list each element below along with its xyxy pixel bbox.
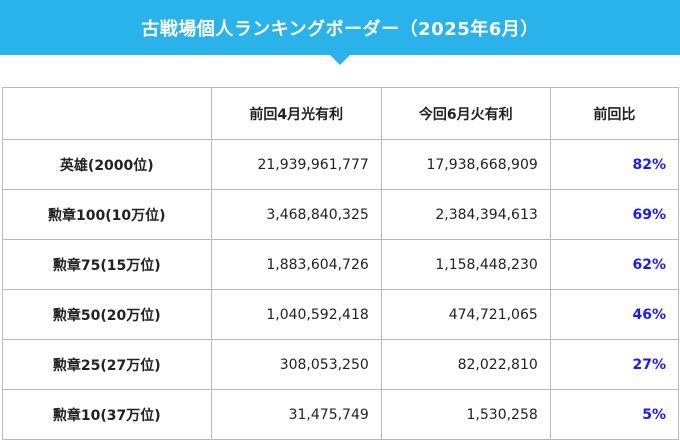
- table-row: 勲章10(37万位) 31,475,749 1,530,258 5%: [2, 389, 680, 440]
- row-label: 英雄(2000位): [2, 139, 212, 190]
- ratio-value: 69%: [549, 189, 680, 240]
- previous-value: 31,475,749: [210, 389, 382, 440]
- table-row: 勲章75(15万位) 1,883,604,726 1,158,448,230 6…: [2, 239, 680, 290]
- table-row: 英雄(2000位) 21,939,961,777 17,938,668,909 …: [2, 139, 680, 190]
- row-label: 勲章10(37万位): [2, 389, 212, 440]
- ratio-value: 46%: [549, 289, 680, 340]
- page-title: 古戦場個人ランキングボーダー（2025年6月）: [141, 18, 539, 40]
- row-label: 勲章75(15万位): [2, 239, 212, 290]
- current-value: 82,022,810: [380, 339, 551, 390]
- table-row: 勲章100(10万位) 3,468,840,325 2,384,394,613 …: [2, 189, 680, 240]
- current-value: 17,938,668,909: [380, 139, 551, 190]
- header-ratio: 前回比: [549, 87, 680, 140]
- current-value: 1,530,258: [380, 389, 551, 440]
- header-corner-cell: [2, 87, 212, 140]
- row-label: 勲章50(20万位): [2, 289, 212, 340]
- previous-value: 1,883,604,726: [210, 239, 382, 290]
- ratio-value: 82%: [549, 139, 680, 190]
- ratio-value: 27%: [549, 339, 680, 390]
- header-current: 今回6月火有利: [380, 87, 551, 140]
- table-row: 勲章50(20万位) 1,040,592,418 474,721,065 46%: [2, 289, 680, 340]
- ratio-value: 5%: [549, 389, 680, 440]
- current-value: 474,721,065: [380, 289, 551, 340]
- table-row: 勲章25(27万位) 308,053,250 82,022,810 27%: [2, 339, 680, 390]
- header-previous: 前回4月光有利: [210, 87, 382, 140]
- current-value: 2,384,394,613: [380, 189, 551, 240]
- previous-value: 3,468,840,325: [210, 189, 382, 240]
- previous-value: 1,040,592,418: [210, 289, 382, 340]
- row-label: 勲章25(27万位): [2, 339, 212, 390]
- banner-pointer: [330, 55, 350, 65]
- ratio-value: 62%: [549, 239, 680, 290]
- previous-value: 21,939,961,777: [210, 139, 382, 190]
- previous-value: 308,053,250: [210, 339, 382, 390]
- ranking-border-table: 前回4月光有利 今回6月火有利 前回比 英雄(2000位) 21,939,961…: [2, 87, 680, 440]
- table-header-row: 前回4月光有利 今回6月火有利 前回比: [2, 87, 680, 140]
- title-banner: 古戦場個人ランキングボーダー（2025年6月）: [0, 0, 680, 55]
- current-value: 1,158,448,230: [380, 239, 551, 290]
- row-label: 勲章100(10万位): [2, 189, 212, 240]
